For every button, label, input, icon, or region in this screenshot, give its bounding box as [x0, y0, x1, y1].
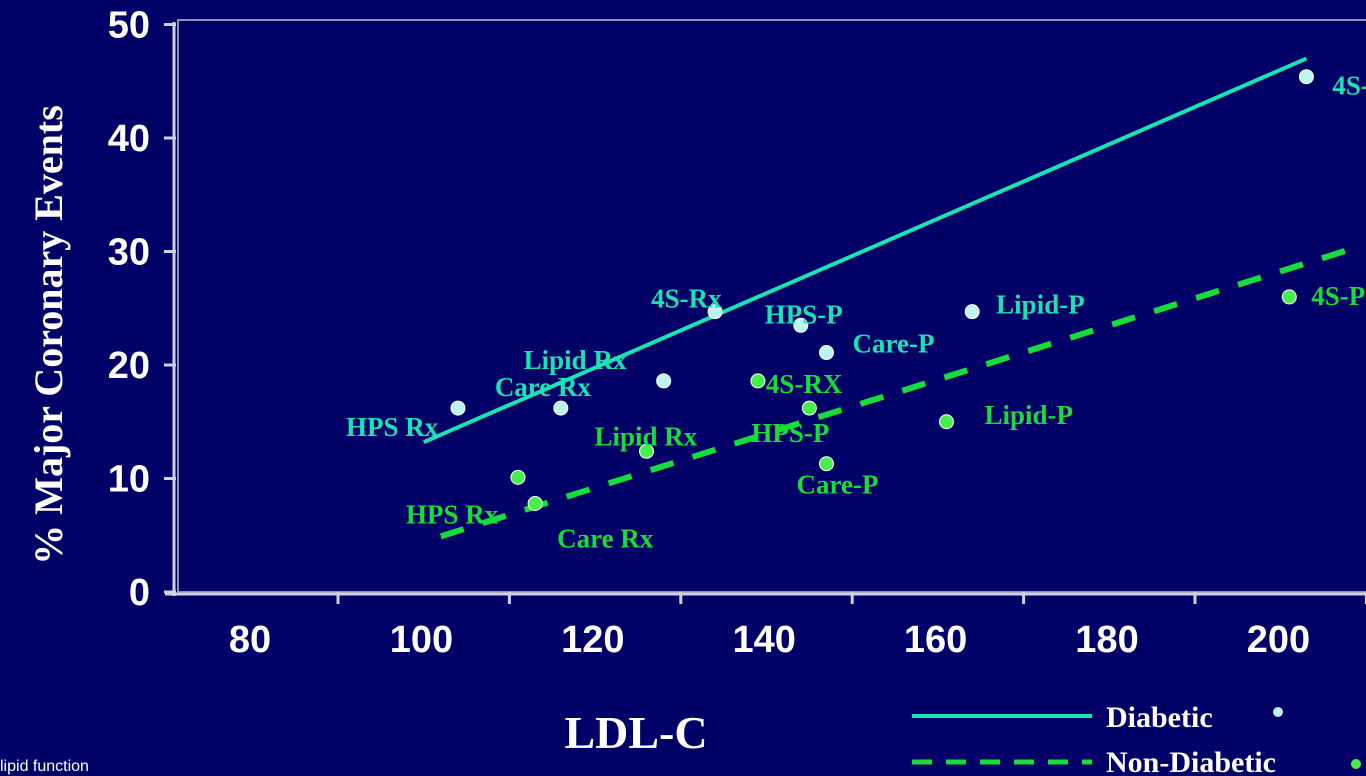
x-tick-label: 180	[1075, 619, 1138, 661]
x-tick-label: 200	[1247, 619, 1310, 661]
non-diabetic-point	[938, 414, 954, 430]
x-tick-label: 160	[904, 619, 967, 661]
x-tick-label: 80	[229, 619, 271, 661]
diabetic-point	[793, 317, 809, 333]
diabetic-point-label: 4S-Rx	[651, 284, 722, 314]
diabetic-trend-line	[422, 56, 1308, 445]
diabetic-point	[707, 304, 723, 320]
diabetic-point	[553, 400, 569, 416]
y-axis-title: % Major Coronary Events	[26, 105, 71, 565]
y-tick-label: 40	[108, 118, 150, 160]
non-diabetic-point	[750, 373, 766, 389]
non-diabetic-point	[801, 400, 817, 416]
non-diabetic-point	[510, 469, 526, 485]
y-tick-label: 0	[129, 572, 150, 614]
non-diabetic-point-label: 4S-P	[1311, 281, 1365, 311]
non-diabetic-point	[639, 443, 655, 459]
chart-legend: Diabetic Non-Diabetic	[912, 701, 1361, 776]
non-diabetic-point-label: 4S-RX	[766, 369, 843, 399]
non-diabetic-point-label: Care Rx	[557, 523, 654, 553]
x-axis-title: LDL-C	[564, 707, 707, 758]
legend-non-diabetic-label: Non-Diabetic	[1106, 746, 1276, 776]
diabetic-point	[450, 400, 466, 416]
diabetic-point-label: HPS Rx	[346, 412, 439, 442]
x-tick-label: 140	[732, 619, 795, 661]
legend-diabetic-label: Diabetic	[1106, 701, 1213, 734]
x-axis-ticks: 80 100 120 140 160 180 200	[229, 592, 1366, 661]
diabetic-point	[1298, 69, 1314, 85]
diabetic-point-label: Lipid Rx	[524, 345, 627, 375]
non-diabetic-point-label: Care-P	[796, 470, 878, 500]
y-tick-label: 10	[108, 459, 150, 501]
x-tick-label: 120	[561, 619, 624, 661]
non-diabetic-trend-line	[439, 244, 1359, 540]
y-tick-label: 20	[108, 345, 150, 387]
y-tick-label: 50	[108, 5, 150, 47]
diabetic-point	[964, 304, 980, 320]
footnote: lipid function	[0, 758, 89, 775]
diabetic-point-label: Care Rx	[495, 372, 592, 402]
legend-diabetic-marker	[1273, 707, 1283, 717]
trend-lines	[422, 56, 1359, 540]
non-diabetic-point	[1281, 289, 1297, 305]
non-diabetic-point-label: HPS-P	[751, 418, 829, 448]
y-tick-label: 30	[108, 232, 150, 274]
x-tick-label: 100	[390, 619, 453, 661]
diabetic-point-label: 4S-P	[1332, 71, 1366, 101]
y-axis-ticks: 0 10 20 30 40 50	[108, 5, 176, 614]
non-diabetic-point-label: Lipid Rx	[595, 421, 698, 451]
non-diabetic-point-label: HPS Rx	[406, 499, 499, 529]
non-diabetic-point	[527, 495, 543, 511]
diabetic-point-label: Lipid-P	[996, 290, 1085, 320]
diabetic-point	[656, 373, 672, 389]
non-diabetic-point-label: Lipid-P	[984, 400, 1073, 430]
diabetic-point-label: Care-P	[852, 329, 934, 359]
non-diabetic-point	[818, 456, 834, 472]
diabetic-point-label: HPS-P	[765, 299, 843, 329]
diabetic-point	[818, 345, 834, 361]
legend-non-diabetic-marker	[1351, 759, 1361, 769]
